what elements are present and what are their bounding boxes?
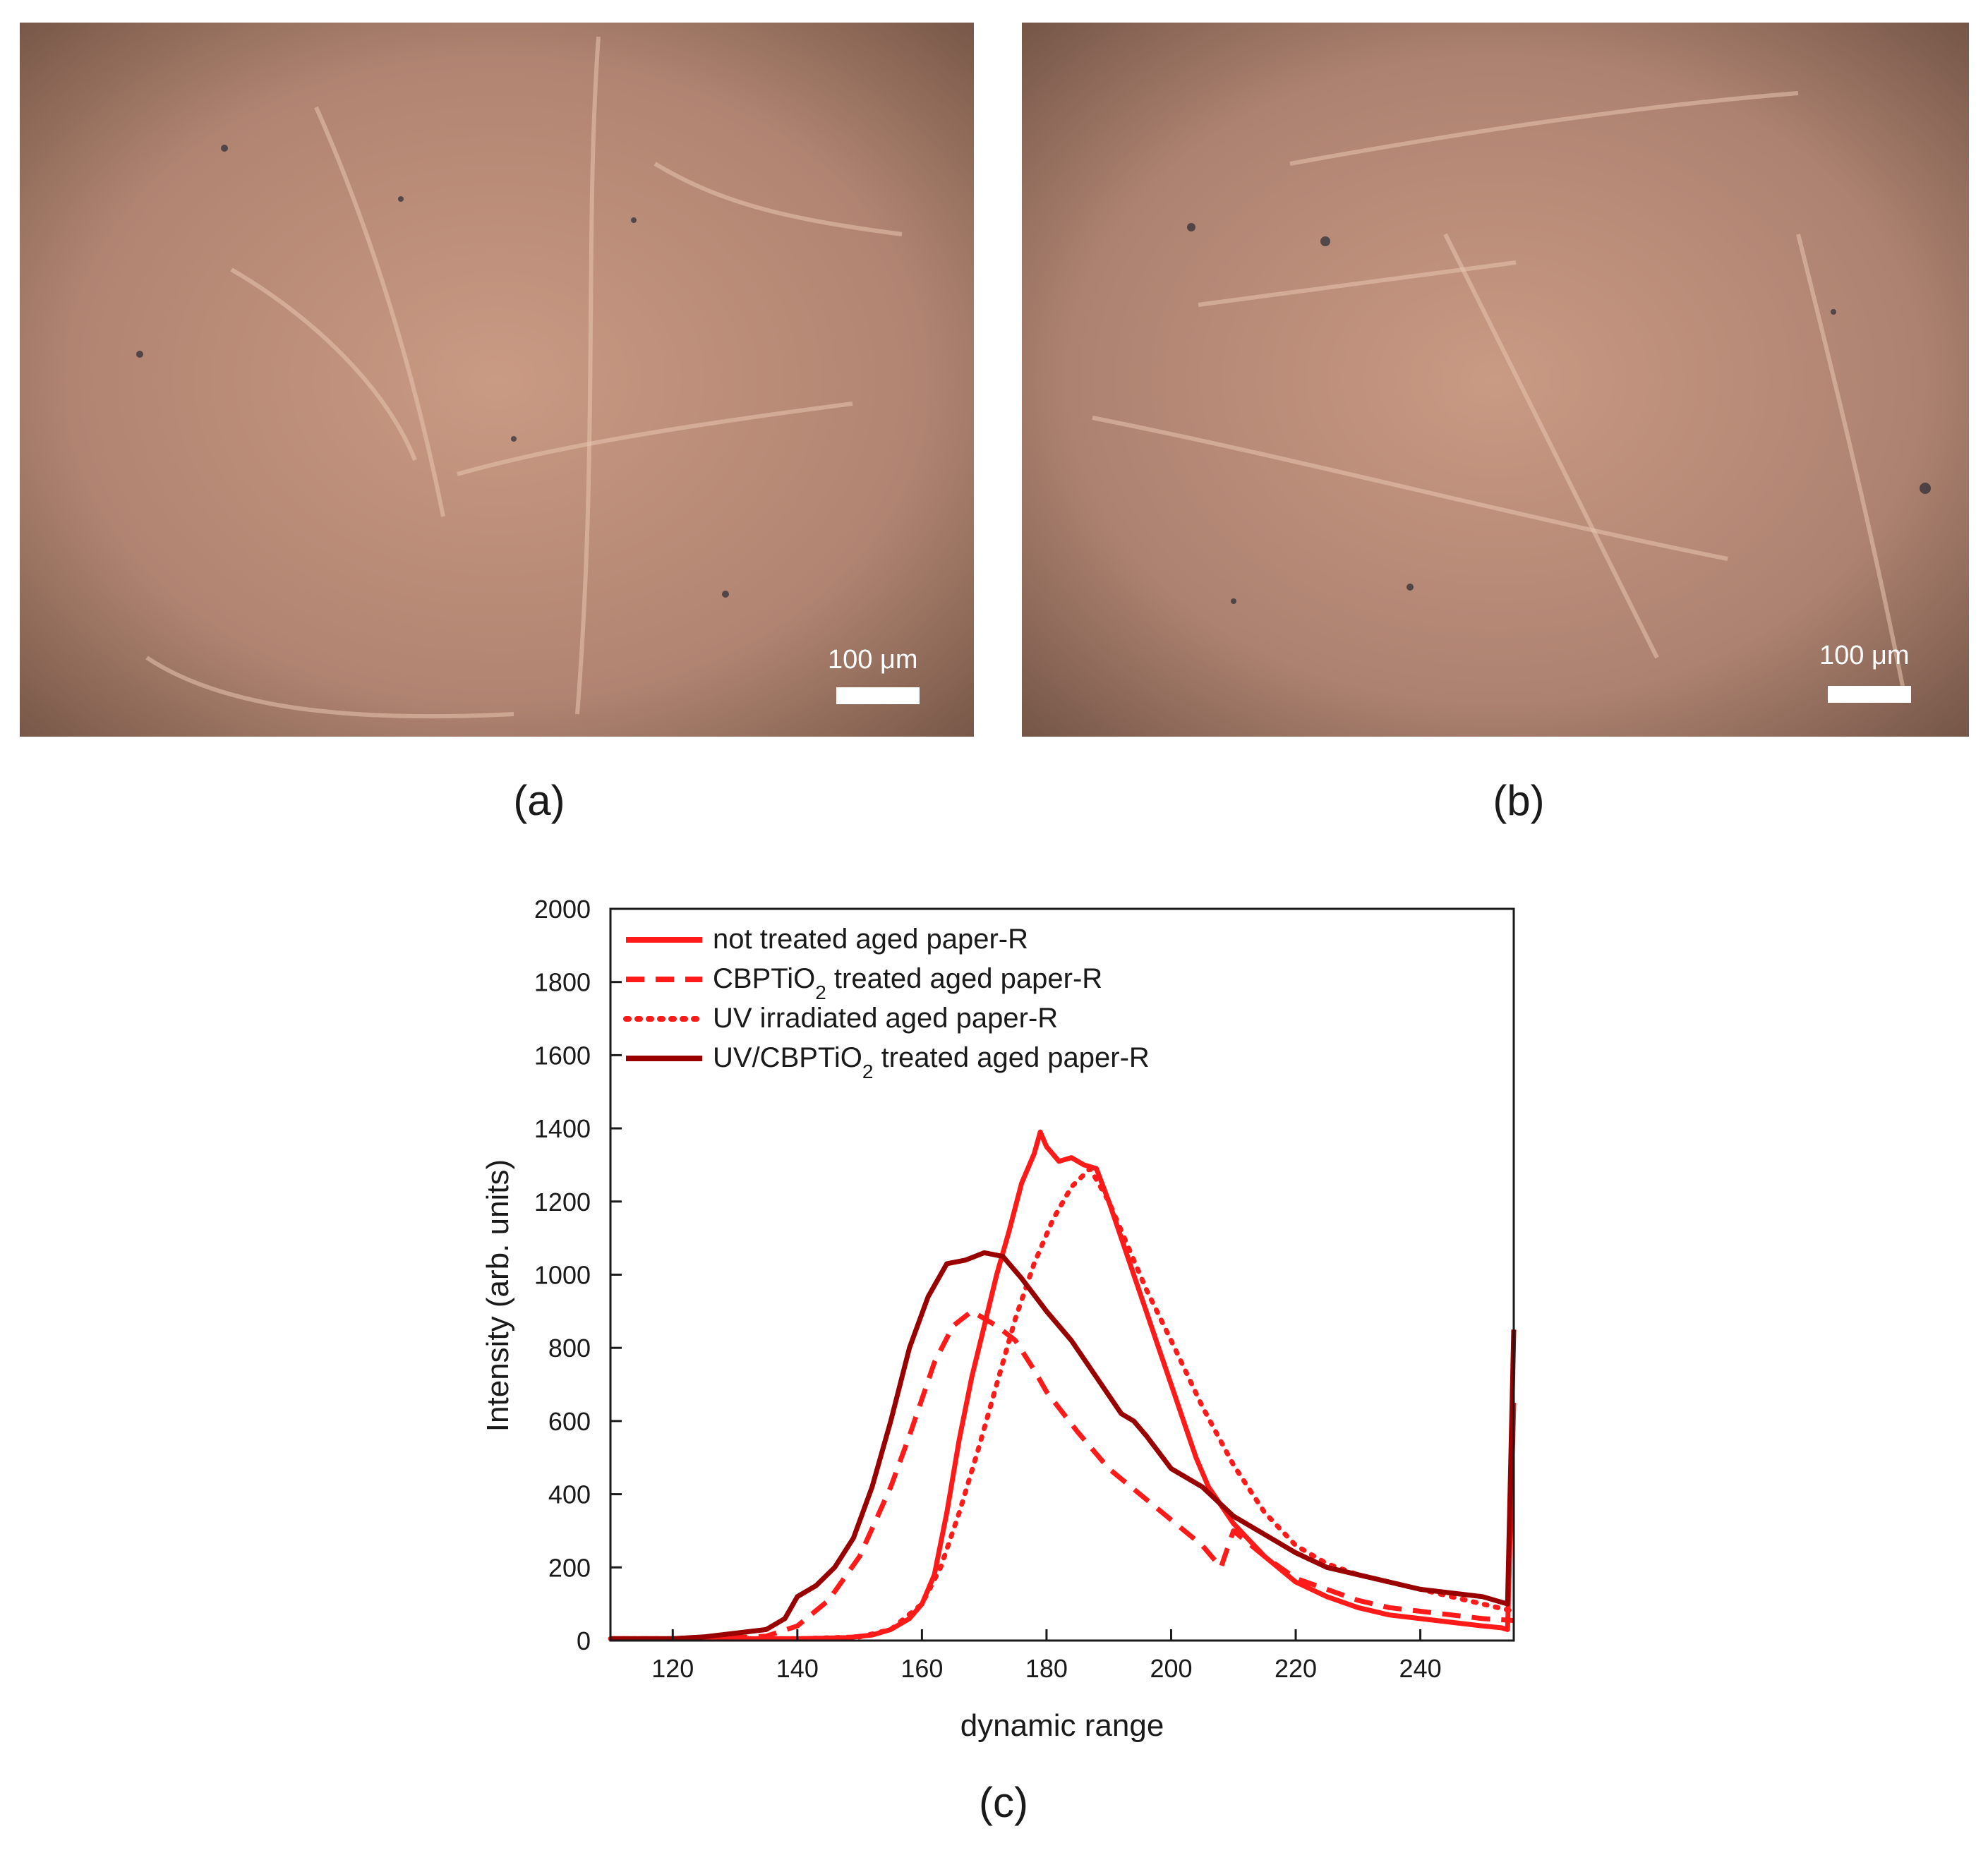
y-tick-label: 200 — [548, 1553, 591, 1582]
y-tick-label: 0 — [577, 1626, 591, 1655]
legend: not treated aged paper-R CBPTiO2 treated … — [623, 924, 1150, 1082]
micrograph-b-image — [1022, 23, 1969, 737]
x-tick-label: 140 — [776, 1654, 819, 1683]
y-tick-label: 600 — [548, 1407, 591, 1436]
legend-label-1: not treated aged paper-R — [713, 924, 1028, 955]
intensity-chart: 120 140 160 180 200 220 240 0 200 400 600 800 1000 1… — [481, 895, 1517, 1743]
micrograph-b: 100 μm — [1022, 23, 1969, 737]
legend-label-4: UV/CBPTiO2 treated aged paper-R — [713, 1042, 1150, 1082]
panel-label-b: (b) — [1493, 777, 1545, 824]
scale-bar-a — [836, 687, 920, 704]
x-tick-label: 160 — [900, 1654, 943, 1683]
series-line-1 — [610, 1129, 1517, 1641]
x-axis-ticks: 120 140 160 180 200 220 240 — [651, 1629, 1442, 1683]
x-tick-label: 200 — [1150, 1654, 1192, 1683]
y-axis-title: Intensity (arb. units) — [481, 1159, 515, 1432]
panel-label-c: (c) — [979, 1779, 1028, 1826]
scale-bar-label-a: 100 μm — [828, 645, 918, 675]
series-line-4 — [610, 1250, 1517, 1641]
micrograph-a: 100 μm — [20, 23, 974, 737]
y-tick-label: 400 — [548, 1480, 591, 1509]
legend-label-3: UV irradiated aged paper-R — [713, 1003, 1058, 1034]
x-tick-label: 220 — [1275, 1654, 1317, 1683]
scale-bar-b — [1828, 686, 1911, 703]
micrograph-a-image — [20, 23, 974, 737]
y-tick-label: 800 — [548, 1334, 591, 1363]
y-tick-label: 1200 — [534, 1188, 591, 1216]
x-axis-title: dynamic range — [960, 1708, 1164, 1743]
series-line-2 — [610, 1308, 1514, 1641]
x-tick-label: 240 — [1399, 1654, 1442, 1683]
y-tick-label: 2000 — [534, 895, 591, 924]
panel-label-a: (a) — [513, 777, 565, 824]
y-tick-label: 1800 — [534, 968, 591, 997]
x-tick-label: 180 — [1025, 1654, 1068, 1683]
y-tick-label: 1000 — [534, 1261, 591, 1290]
y-tick-label: 1400 — [534, 1114, 591, 1143]
legend-label-2: CBPTiO2 treated aged paper-R — [713, 963, 1102, 1003]
x-tick-label: 120 — [651, 1654, 694, 1683]
series-line-3 — [608, 1166, 1517, 1641]
y-tick-label: 1600 — [534, 1041, 591, 1070]
y-axis-ticks: 0 200 400 600 800 1000 1200 1400 1600 1800 2000 — [534, 895, 622, 1655]
scale-bar-label-b: 100 μm — [1819, 641, 1910, 670]
plot-lines — [608, 1129, 1517, 1641]
